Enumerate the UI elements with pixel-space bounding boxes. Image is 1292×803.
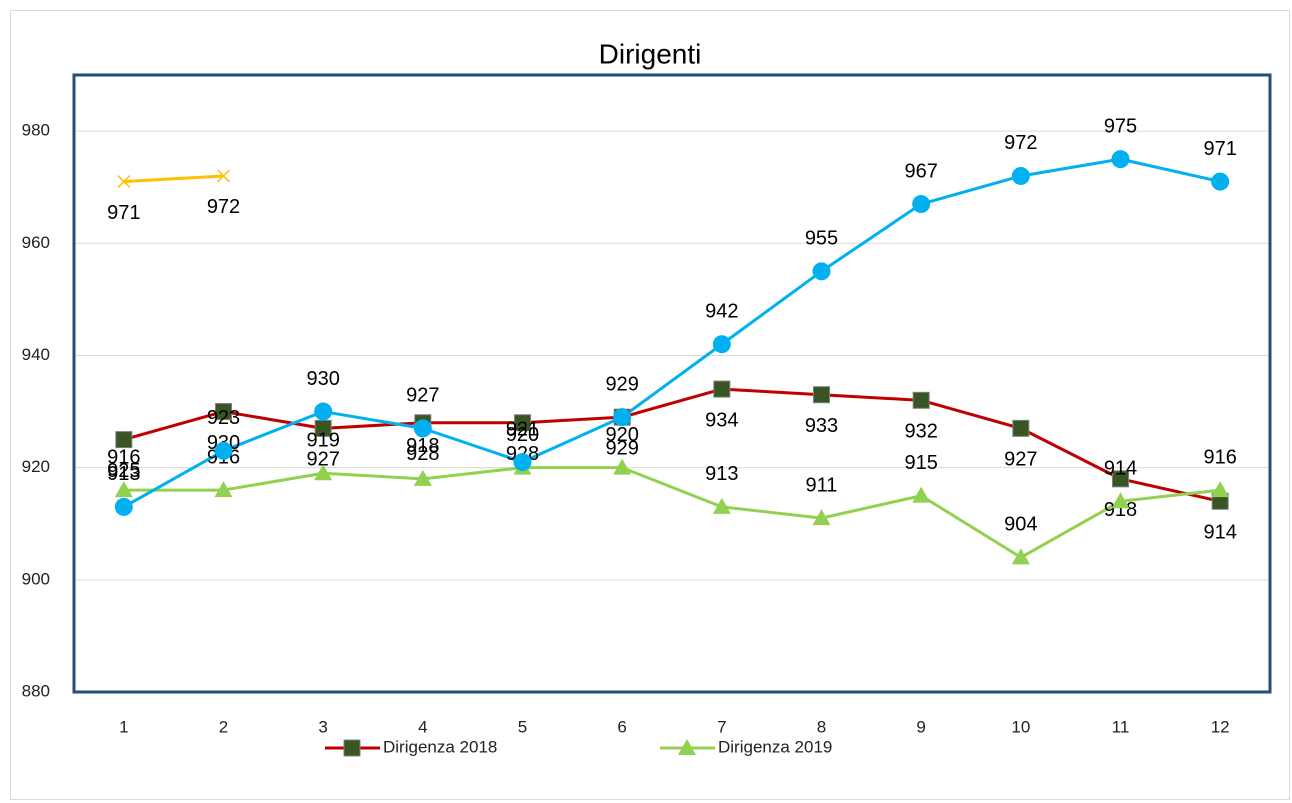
data-point	[1211, 172, 1230, 191]
x-tick-label: 2	[219, 717, 228, 736]
data-label: 934	[705, 409, 738, 431]
data-label: 904	[1004, 514, 1037, 536]
data-point	[413, 469, 432, 486]
plot-border	[72, 73, 1272, 694]
data-point	[115, 431, 133, 449]
x-tick-label: 3	[318, 717, 327, 736]
data-point	[912, 391, 930, 409]
data-point	[513, 453, 532, 472]
data-point	[613, 458, 632, 475]
data-point	[712, 497, 731, 514]
data-point	[613, 408, 632, 427]
data-label: 915	[904, 452, 937, 474]
data-point	[1011, 166, 1030, 185]
data-point	[1211, 481, 1230, 498]
data-label: 933	[805, 415, 838, 437]
data-point	[1111, 150, 1130, 169]
data-label: 929	[605, 373, 638, 395]
data-label: 927	[406, 385, 439, 407]
data-point	[712, 335, 731, 354]
data-point	[1111, 492, 1130, 509]
data-label: 913	[107, 463, 140, 485]
data-label: 920	[605, 424, 638, 446]
data-point	[413, 419, 432, 438]
x-tick-label: 10	[1011, 717, 1030, 736]
x-tick-label: 12	[1211, 717, 1230, 736]
x-tick-label: 6	[617, 717, 626, 736]
data-label: 971	[1203, 138, 1236, 160]
x-tick-label: 11	[1112, 717, 1130, 736]
legend-marker	[678, 739, 696, 755]
data-point	[314, 464, 333, 481]
y-tick-label: 920	[22, 457, 50, 476]
data-label: 914	[1104, 458, 1137, 480]
data-point	[813, 386, 830, 404]
data-point	[1012, 419, 1030, 437]
data-label: 928	[406, 443, 439, 465]
data-point	[912, 486, 931, 503]
data-label: 927	[1004, 449, 1037, 471]
data-label: 942	[705, 301, 738, 323]
data-label: 920	[506, 424, 539, 446]
data-label: 927	[306, 449, 339, 471]
data-point	[114, 497, 133, 516]
y-tick-label: 960	[22, 233, 50, 252]
y-tick-label: 940	[22, 345, 50, 364]
data-point	[214, 441, 233, 460]
data-label: 975	[1104, 115, 1137, 137]
series-line	[123, 466, 1221, 559]
data-label: 925	[107, 460, 140, 482]
data-point	[1112, 470, 1129, 488]
legend-label: Dirigenza 2019	[718, 737, 832, 756]
data-label: 918	[406, 435, 439, 457]
chart-title: Dirigenti	[599, 38, 702, 69]
data-label: 914	[1203, 522, 1236, 544]
data-label: 916	[1203, 446, 1236, 468]
data-label: 955	[805, 228, 838, 250]
data-point	[812, 509, 831, 526]
data-label: 921	[506, 418, 539, 440]
y-tick-label: 900	[22, 569, 50, 588]
y-tick-label: 980	[22, 121, 50, 140]
data-point	[216, 169, 231, 183]
x-tick-label: 4	[418, 717, 427, 736]
chart-frame	[10, 10, 1290, 800]
data-label: 971	[107, 202, 140, 224]
series-line	[123, 174, 224, 184]
data-point	[314, 402, 333, 421]
data-point	[1011, 548, 1030, 565]
data-label: 972	[207, 196, 240, 218]
series-line	[123, 157, 1221, 509]
data-point	[114, 481, 133, 498]
data-label: 911	[806, 474, 838, 496]
x-tick-label: 8	[817, 717, 826, 736]
data-label: 913	[705, 463, 738, 485]
x-tick-label: 9	[916, 717, 925, 736]
data-label: 932	[904, 421, 937, 443]
data-label: 930	[306, 368, 339, 390]
legend-marker	[343, 739, 361, 757]
x-tick-label: 7	[717, 717, 726, 736]
data-label: 919	[306, 430, 339, 452]
x-tick-label: 5	[518, 717, 527, 736]
series-line	[123, 387, 1221, 503]
data-label: 918	[1104, 499, 1137, 521]
data-point	[812, 262, 831, 281]
data-label: 972	[1004, 132, 1037, 154]
data-point	[214, 481, 233, 498]
x-tick-label: 1	[119, 717, 128, 736]
data-point	[912, 195, 931, 214]
y-tick-label: 880	[22, 681, 50, 700]
data-label: 967	[904, 160, 937, 182]
data-point	[215, 403, 232, 421]
data-point	[713, 380, 731, 398]
legend-label: Dirigenza 2018	[383, 737, 497, 756]
data-label: 929	[605, 437, 638, 459]
data-label: 916	[107, 446, 140, 468]
data-point	[514, 414, 531, 432]
data-point	[117, 175, 131, 189]
data-label: 923	[207, 407, 240, 429]
